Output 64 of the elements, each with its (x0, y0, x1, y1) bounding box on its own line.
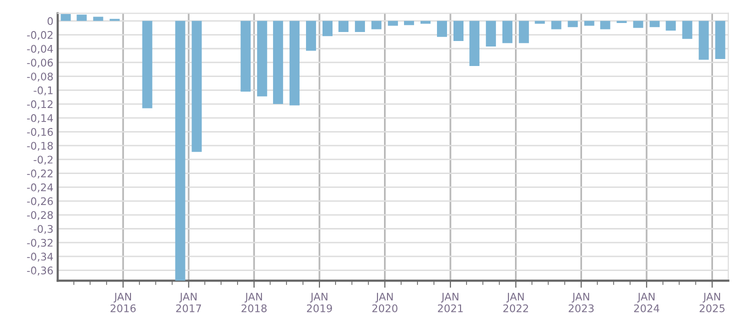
bar (584, 20, 594, 26)
x-tick-label: JAN 2018 (242, 292, 267, 312)
y-tick-label: -0,22 (27, 170, 52, 178)
y-tick-label: -0,34 (27, 252, 53, 262)
bar (322, 20, 333, 36)
y-tick-label: -0,32 (27, 238, 52, 248)
bar (306, 20, 316, 51)
bar (486, 20, 496, 47)
y-tick-label: -0,14 (27, 114, 53, 124)
bar (436, 20, 448, 37)
bar (142, 20, 152, 108)
bar (338, 20, 348, 32)
bar (192, 20, 202, 152)
y-tick-label: -0,3 (34, 224, 53, 234)
bar (682, 20, 692, 39)
bar (420, 20, 431, 24)
y-tick-label: -0,24 (27, 183, 53, 192)
x-tick-label: JAN 2022 (503, 292, 528, 312)
x-tick-label: JAN 2025 (700, 292, 725, 312)
bar (240, 20, 251, 92)
bar (93, 16, 104, 21)
bar (469, 20, 480, 66)
x-tick-label: JAN 2020 (372, 292, 398, 312)
y-tick-label: -0,06 (27, 58, 53, 68)
x-tick-label: JAN 2019 (306, 292, 332, 312)
bar (502, 20, 512, 44)
y-tick-label: -0,08 (27, 72, 53, 82)
y-tick-label: 0 (48, 17, 53, 26)
x-tick-label: JAN 2017 (176, 292, 202, 312)
x-tick-label: JAN 2023 (568, 292, 594, 312)
bar (404, 20, 414, 26)
bar (551, 20, 562, 30)
bar (534, 20, 545, 24)
y-tick-label: -0,16 (27, 128, 53, 137)
bar (650, 20, 660, 28)
bar (290, 20, 300, 106)
bar (60, 14, 71, 21)
bar (633, 20, 644, 28)
x-tick-label: JAN 2024 (634, 292, 660, 312)
bar (453, 20, 464, 42)
bar (568, 20, 578, 28)
y-tick-label: -0,12 (27, 100, 52, 110)
x-tick-label: JAN 2021 (438, 292, 463, 312)
y-tick-label: -0,18 (27, 142, 53, 151)
y-tick-label: -0,1 (34, 86, 53, 96)
bar (76, 14, 87, 21)
x-tick-label: JAN 2016 (110, 292, 136, 312)
bar (175, 20, 186, 281)
y-tick-label: -0,02 (27, 31, 52, 40)
bar (257, 20, 268, 96)
bar (273, 20, 284, 104)
bar (388, 20, 398, 26)
y-tick-label: -0,36 (27, 266, 53, 276)
y-tick-label: -0,04 (27, 44, 53, 54)
y-tick-label: -0,2 (34, 156, 52, 165)
bar (698, 20, 709, 60)
bar (518, 20, 529, 44)
bar (666, 20, 676, 31)
y-tick-label: -0,28 (27, 211, 53, 220)
y-tick-label: -0,26 (27, 197, 53, 206)
bar (354, 20, 365, 32)
bar (371, 20, 382, 30)
bar (600, 20, 610, 30)
bar (715, 20, 726, 60)
